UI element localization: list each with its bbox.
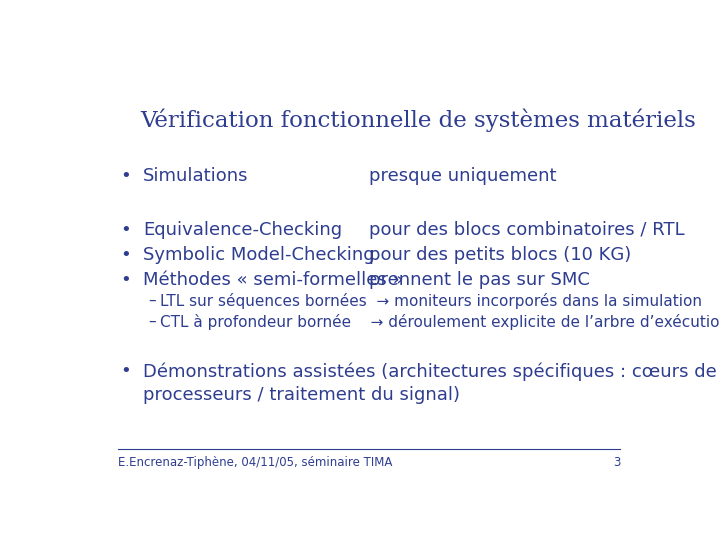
Text: pour des petits blocs (10 KG): pour des petits blocs (10 KG) <box>369 246 631 264</box>
Text: LTL sur séquences bornées  → moniteurs incorporés dans la simulation: LTL sur séquences bornées → moniteurs in… <box>160 293 702 309</box>
Text: E.Encrenaz-Tiphène, 04/11/05, séminaire TIMA: E.Encrenaz-Tiphène, 04/11/05, séminaire … <box>118 456 392 469</box>
Text: CTL à profondeur bornée    → déroulement explicite de l’arbre d’exécution: CTL à profondeur bornée → déroulement ex… <box>160 314 720 330</box>
Text: presque uniquement: presque uniquement <box>369 167 557 185</box>
Text: Vérification fonctionnelle de systèmes matériels: Vérification fonctionnelle de systèmes m… <box>140 109 696 132</box>
Text: Symbolic Model-Checking: Symbolic Model-Checking <box>143 246 374 264</box>
Text: –: – <box>148 293 156 308</box>
Text: Simulations: Simulations <box>143 167 248 185</box>
Text: –: – <box>148 314 156 329</box>
Text: •: • <box>121 246 132 264</box>
Text: pour des blocs combinatoires / RTL: pour des blocs combinatoires / RTL <box>369 221 685 239</box>
Text: Equivalence-Checking: Equivalence-Checking <box>143 221 342 239</box>
Text: 3: 3 <box>613 456 620 469</box>
Text: prennent le pas sur SMC: prennent le pas sur SMC <box>369 271 590 288</box>
Text: •: • <box>121 167 132 185</box>
Text: Méthodes « semi-formelles »: Méthodes « semi-formelles » <box>143 271 404 288</box>
Text: processeurs / traitement du signal): processeurs / traitement du signal) <box>143 386 460 404</box>
Text: •: • <box>121 221 132 239</box>
Text: •: • <box>121 271 132 288</box>
Text: Démonstrations assistées (architectures spécifiques : cœurs de: Démonstrations assistées (architectures … <box>143 362 717 381</box>
Text: •: • <box>121 362 132 380</box>
